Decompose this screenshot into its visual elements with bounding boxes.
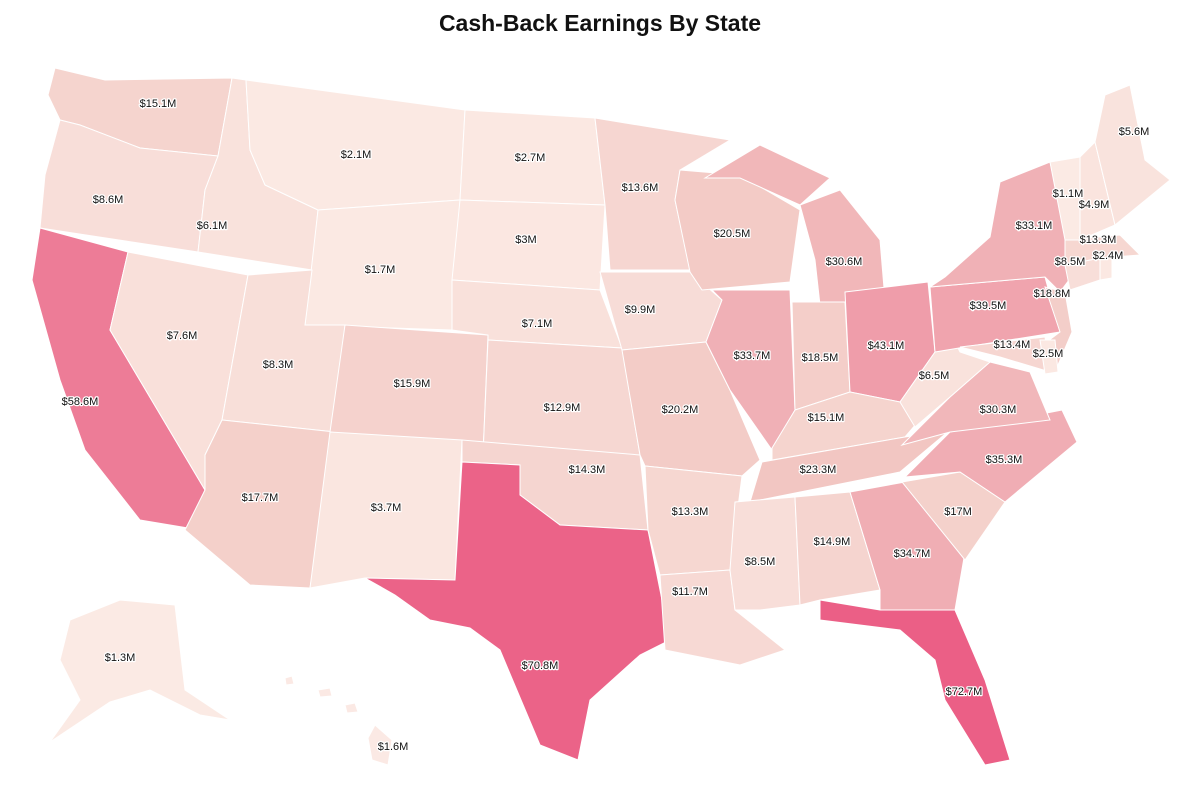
state-ri[interactable] [1099, 257, 1113, 281]
state-value-label-ma: $13.3M [1080, 234, 1117, 246]
state-value-label-mo: $20.2M [662, 404, 699, 416]
state-value-label-ak: $1.3M [105, 652, 136, 664]
state-value-label-mn: $13.6M [622, 182, 659, 194]
state-ms[interactable] [729, 496, 801, 611]
state-value-label-la: $11.7M [672, 586, 708, 598]
state-value-label-az: $17.7M [242, 492, 279, 504]
state-de[interactable] [1039, 339, 1059, 375]
state-value-label-oh: $43.1M [868, 340, 905, 352]
state-value-label-nv: $7.6M [167, 330, 198, 342]
state-value-label-nc: $35.3M [986, 454, 1023, 466]
state-value-label-ms: $8.5M [745, 556, 776, 568]
state-value-label-ct: $8.5M [1055, 256, 1086, 268]
state-hi[interactable] [284, 675, 393, 766]
state-tn[interactable] [749, 429, 952, 503]
map-title: Cash-Back Earnings By State [438, 10, 762, 36]
state-value-label-sd: $3M [515, 234, 536, 246]
state-value-label-co: $15.9M [394, 378, 431, 390]
state-value-label-ar: $13.3M [672, 506, 709, 518]
state-value-label-id: $6.1M [197, 220, 228, 232]
state-value-label-ut: $8.3M [263, 359, 294, 371]
state-value-label-fl: $72.7M [946, 686, 983, 698]
state-value-label-wy: $1.7M [365, 264, 396, 276]
state-value-label-mt: $2.1M [341, 149, 372, 161]
state-value-label-ne: $7.1M [522, 318, 553, 330]
state-value-label-pa: $39.5M [970, 300, 1007, 312]
state-mt[interactable] [245, 79, 466, 211]
state-me[interactable] [1094, 84, 1171, 226]
state-value-label-de: $2.5M [1033, 348, 1064, 360]
state-value-label-ri: $2.4M [1093, 250, 1124, 262]
state-value-label-mi: $30.6M [826, 256, 863, 268]
state-value-label-va: $30.3M [980, 404, 1017, 416]
state-value-label-or: $8.6M [93, 194, 124, 206]
state-value-label-ia: $9.9M [625, 304, 656, 316]
state-value-label-ok: $14.3M [569, 464, 606, 476]
state-fl[interactable] [819, 599, 1011, 766]
state-value-label-in: $18.5M [802, 352, 839, 364]
state-value-label-il: $33.7M [734, 350, 771, 362]
state-tx[interactable] [364, 461, 671, 761]
state-value-label-nd: $2.7M [515, 152, 546, 164]
state-il[interactable] [705, 289, 796, 451]
state-value-label-ny: $33.1M [1016, 220, 1053, 232]
state-value-label-nm: $3.7M [371, 502, 402, 514]
state-value-label-vt: $1.1M [1053, 188, 1084, 200]
state-value-label-ca: $58.6M [62, 396, 99, 408]
state-value-label-tx: $70.8M [522, 660, 559, 672]
state-ma[interactable] [1064, 234, 1142, 266]
state-value-label-al: $14.9M [814, 536, 851, 548]
state-ks[interactable] [482, 339, 641, 456]
state-value-label-sc: $17M [944, 506, 972, 518]
state-ar[interactable] [644, 465, 743, 576]
state-value-label-tn: $23.3M [800, 464, 837, 476]
state-value-label-wv: $6.5M [919, 370, 950, 382]
state-value-label-ky: $15.1M [808, 412, 845, 424]
state-value-label-me: $5.6M [1119, 126, 1150, 138]
state-al[interactable] [794, 491, 881, 606]
state-value-label-hi: $1.6M [378, 741, 409, 753]
state-value-label-nh: $4.9M [1079, 199, 1110, 211]
state-value-label-ga: $34.7M [894, 548, 931, 560]
state-value-label-ks: $12.9M [544, 402, 581, 414]
state-value-label-md: $13.4M [994, 339, 1031, 351]
state-value-label-wa: $15.1M [140, 98, 177, 110]
state-ak[interactable] [49, 599, 231, 743]
state-value-label-nj: $18.8M [1034, 288, 1071, 300]
state-value-label-wi: $20.5M [714, 228, 751, 240]
